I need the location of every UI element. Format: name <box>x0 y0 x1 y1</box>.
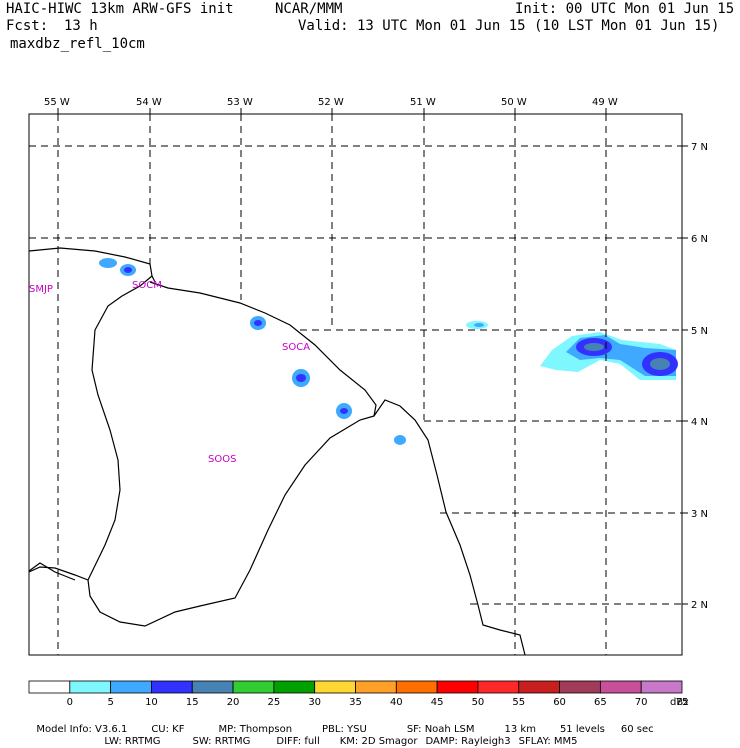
legend-swatch <box>436 680 479 694</box>
damping: DAMP: Rayleigh3 <box>425 736 511 747</box>
legend-swatch <box>477 680 520 694</box>
legend-swatch <box>395 680 438 694</box>
tick-marks <box>57 108 688 605</box>
legend-swatch <box>69 680 112 694</box>
legend-swatch <box>110 680 152 694</box>
echo-cell <box>650 358 670 370</box>
legend-swatch <box>559 680 601 694</box>
longwave-scheme: LW: RRTMG <box>104 736 161 747</box>
forecast-label: Fcst: <box>6 18 49 34</box>
org-label: NCAR/MMM <box>275 1 343 17</box>
station-label: SOCM <box>132 280 162 291</box>
lat-label: 5 N <box>691 326 708 337</box>
lon-label: 52 W <box>318 97 344 108</box>
legend-tick-label: 0 <box>67 697 73 708</box>
legend-tick-label: 25 <box>268 697 281 708</box>
legend-tick-label: 10 <box>145 697 158 708</box>
vertical-levels: 51 levels <box>559 724 605 735</box>
grid-spacing: 13 km <box>504 724 536 735</box>
legend-colorbar <box>28 680 683 694</box>
init-time: Init: 00 UTC Mon 01 Jun 15 <box>515 1 735 17</box>
forecast-hour: 13 h <box>64 18 98 34</box>
legend-swatch <box>28 680 71 694</box>
lon-label: 53 W <box>227 97 253 108</box>
station-label: SMJP <box>29 284 53 295</box>
reflectivity-cells <box>99 258 678 445</box>
legend-tick-label: 70 <box>635 697 648 708</box>
cumulus-scheme: CU: KF <box>151 724 185 735</box>
lon-label: 54 W <box>136 97 162 108</box>
microphysics: MP: Thompson <box>218 724 293 735</box>
model-info-line2: LW: RRTMG SW: RRTMG DIFF: full KM: 2D Smago… <box>98 724 578 748</box>
model-title: HAIC-HIWC 13km ARW-GFS init <box>6 1 234 17</box>
echo-cell <box>394 435 406 445</box>
lat-label: 6 N <box>691 234 708 245</box>
legend-swatch <box>640 680 683 694</box>
legend-tick-label: 75 <box>676 697 689 708</box>
legend-tick-label: 50 <box>472 697 485 708</box>
lon-label: 49 W <box>592 97 618 108</box>
legend-swatch <box>232 680 275 694</box>
map-frame <box>28 113 683 656</box>
lat-label: 3 N <box>691 509 708 520</box>
legend-tick-label: 65 <box>594 697 607 708</box>
legend-tick-label: 30 <box>308 697 321 708</box>
model-version: Model Info: V3.6.1 <box>36 724 128 735</box>
legend-swatch <box>273 680 316 694</box>
surface-scheme: SF: Noah LSM <box>406 724 475 735</box>
field-name: maxdbz_refl_10cm <box>10 36 145 52</box>
echo-cell <box>296 374 306 382</box>
echo-cell <box>99 258 117 268</box>
coastline <box>28 247 526 656</box>
legend-swatch <box>518 680 560 694</box>
diffusion: DIFF: full <box>276 736 320 747</box>
legend-swatch <box>151 680 193 694</box>
station-label: SOOS <box>208 454 236 465</box>
legend-swatch <box>314 680 356 694</box>
valid-time: Valid: 13 UTC Mon 01 Jun 15 (10 LST Mon … <box>298 18 720 34</box>
echo-cell <box>340 408 348 414</box>
pbl-scheme: PBL: YSU <box>322 724 367 735</box>
legend-tick-label: 55 <box>512 697 525 708</box>
model-info-line1: Model Info: V3.6.1 CU: KF MP: Thompson PBL:… <box>30 712 654 736</box>
lon-label: 55 W <box>44 97 70 108</box>
legend-swatch <box>191 680 234 694</box>
lat-label: 2 N <box>691 600 708 611</box>
legend-tick-label: 15 <box>186 697 199 708</box>
surface-layer: SFLAY: MM5 <box>518 736 578 747</box>
lon-label: 51 W <box>410 97 436 108</box>
timestep: 60 sec <box>620 724 654 735</box>
legend-labels: 0 5 10 15 20 25 30 35 40 45 50 55 60 65 70 75 <box>67 697 689 708</box>
lat-label: 4 N <box>691 417 708 428</box>
legend-tick-label: 45 <box>431 697 444 708</box>
legend-tick-label: 5 <box>107 697 113 708</box>
legend-tick-label: 40 <box>390 697 403 708</box>
echo-cell <box>584 343 604 351</box>
echo-cell <box>124 267 132 273</box>
echo-cell <box>254 320 262 326</box>
echo-cell <box>474 323 484 327</box>
station-label: SOCA <box>282 342 310 353</box>
graticule <box>29 114 682 655</box>
legend-unit: dBz <box>670 697 688 708</box>
shortwave-scheme: SW: RRTMG <box>192 736 251 747</box>
lat-label: 7 N <box>691 142 708 153</box>
legend-tick-label: 35 <box>349 697 362 708</box>
legend-swatch <box>355 680 397 694</box>
legend-tick-label: 20 <box>227 697 240 708</box>
eddy-coefficient: KM: 2D Smagor <box>339 736 418 747</box>
legend-swatch <box>599 680 642 694</box>
lon-label: 50 W <box>501 97 527 108</box>
legend-tick-label: 60 <box>553 697 566 708</box>
